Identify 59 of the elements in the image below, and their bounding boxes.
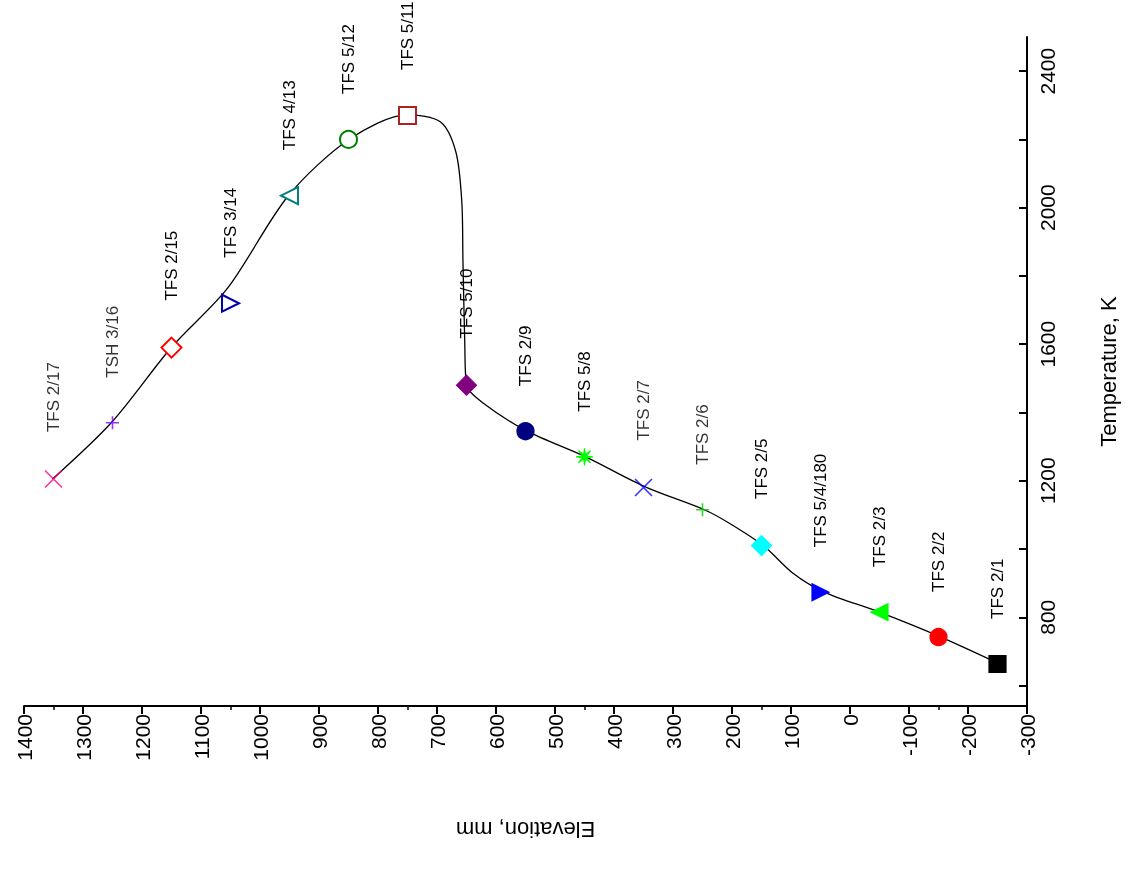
text: TSH 3/16	[103, 305, 122, 378]
x-tick-label: 600	[484, 714, 508, 750]
x-tick-label: 0	[838, 714, 862, 726]
text: TFS 5/12	[339, 23, 358, 94]
point	[160, 336, 183, 359]
x-axis-title: Elevation, mm	[455, 816, 596, 842]
text: TFS 2/1	[988, 558, 1007, 619]
x-tick-label: -300	[1015, 714, 1039, 757]
point	[988, 654, 1007, 674]
y-axis-title: Temperature, K	[1095, 295, 1121, 447]
x-tick-label: 300	[661, 714, 685, 750]
x-tick-label: 400	[602, 714, 626, 750]
y-tick-label: 1200	[1036, 457, 1059, 505]
text: TFS 4/13	[280, 80, 299, 151]
x-tick-label: 100	[779, 714, 803, 750]
text: TFS 2/3	[870, 506, 889, 568]
x-tick-label: 900	[307, 714, 331, 750]
x-tick-label: 1400	[12, 714, 36, 761]
x-tick-label: 500	[543, 714, 567, 750]
text: TFS 2/6	[693, 404, 712, 465]
point	[280, 186, 299, 206]
y-tick-label: 2400	[1036, 47, 1059, 95]
point	[398, 106, 417, 126]
text: TFS 5/10	[457, 268, 476, 339]
text: TFS 2/15	[162, 230, 181, 301]
text: TFS 5/11	[398, 1, 417, 71]
text: TFS 2/2	[929, 531, 948, 592]
x-tick-label: 1100	[189, 714, 213, 760]
point	[929, 627, 948, 647]
point	[870, 603, 889, 622]
point	[516, 422, 535, 441]
text: TFS 2/17	[44, 362, 63, 433]
text: TFS 2/9	[516, 325, 535, 387]
x-tick-label: 700	[425, 714, 449, 750]
x-tick-label: -200	[956, 714, 980, 757]
point	[105, 415, 120, 430]
point	[634, 478, 653, 497]
point	[575, 447, 594, 466]
text: TFS 2/7	[634, 380, 653, 441]
x-tick-label: 1200	[130, 714, 154, 761]
text: TFS 2/5	[752, 438, 771, 499]
y-tick-label: 2000	[1036, 184, 1059, 232]
x-tick-label: -100	[897, 714, 921, 757]
point	[695, 502, 710, 518]
text: TFS 5/8	[575, 351, 594, 412]
point	[455, 374, 478, 396]
point	[750, 534, 773, 557]
text: TFS 3/14	[221, 187, 240, 258]
x-tick-label: 1300	[71, 714, 95, 761]
x-tick-label: 800	[366, 714, 390, 750]
point	[811, 583, 830, 602]
y-tick-label: 800	[1036, 599, 1059, 635]
text: TFS 5/4/180	[811, 453, 830, 548]
x-tick-label: 200	[720, 714, 744, 750]
point	[44, 469, 63, 489]
x-tick-label: 1000	[248, 714, 272, 761]
y-tick-label: 1600	[1036, 320, 1059, 368]
point	[339, 129, 358, 149]
point	[221, 293, 240, 313]
